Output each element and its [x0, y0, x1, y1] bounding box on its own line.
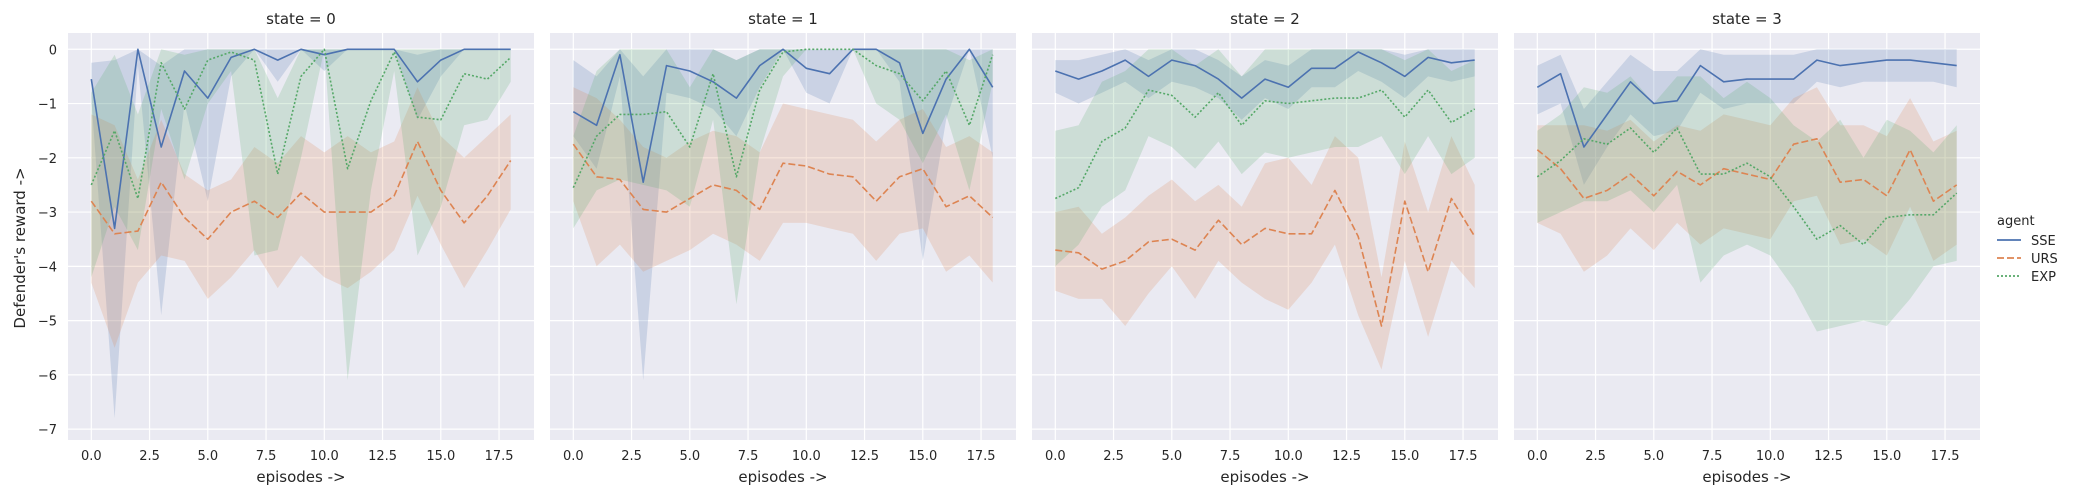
- panel-state-3: 0.0 2.5 5.0 7.5 10.0 12.5 15.0 17.5 state = 3 epi…: [1514, 10, 1980, 486]
- confidence-band-urs: [91, 87, 511, 348]
- panel-background: [68, 33, 534, 440]
- panel-title: state = 3: [1712, 10, 1782, 28]
- series-line-urs: [572, 143, 994, 219]
- panels: 0.0 2.5 5.0 7.5 10.0 12.5 15.0 17.5 0 −1 −2 −3 −4 −5 −…: [38, 10, 1980, 486]
- confidence-band-exp: [1055, 49, 1475, 267]
- series-line-exp: [572, 48, 994, 189]
- x-tick-label: 5.0: [197, 449, 218, 464]
- y-axis-label: Defender's reward ->: [11, 167, 29, 328]
- confidence-band-sse: [1055, 49, 1475, 120]
- panel-title: state = 1: [748, 10, 818, 28]
- x-tick-label: 17.5: [1449, 449, 1478, 464]
- x-tick-label: 12.5: [1332, 449, 1361, 464]
- x-tick-label: 5.0: [1161, 449, 1182, 464]
- x-tick-label: 2.5: [621, 449, 642, 464]
- x-tick-label: 0.0: [1045, 449, 1066, 464]
- x-tick-label: 7.5: [1220, 449, 1241, 464]
- x-tick-label: 7.5: [1702, 449, 1723, 464]
- x-tick-label: 5.0: [1643, 449, 1664, 464]
- y-tick-label: −4: [38, 260, 57, 275]
- x-tick-label: 7.5: [738, 449, 759, 464]
- x-tick-label: 0.0: [81, 449, 102, 464]
- x-tick-label: 17.5: [485, 449, 514, 464]
- x-tick-label: 10.0: [792, 449, 821, 464]
- x-axis-label: episodes ->: [1220, 468, 1309, 486]
- x-tick-label: 10.0: [1274, 449, 1303, 464]
- x-tick-label: 0.0: [1527, 449, 1548, 464]
- y-tick-label: −5: [38, 315, 57, 330]
- x-tick-label: 15.0: [1390, 449, 1419, 464]
- legend-title: agent: [1997, 214, 2035, 229]
- confidence-band-urs: [1537, 87, 1957, 272]
- y-tick-label: −6: [38, 369, 57, 384]
- panel-title: state = 2: [1230, 10, 1300, 28]
- y-tick-label: −3: [38, 206, 57, 221]
- series-line-sse: [1536, 59, 1957, 148]
- legend: agent SSE URS EXP: [1997, 214, 2058, 285]
- x-tick-label: 15.0: [908, 449, 937, 464]
- legend-label-exp: EXP: [2031, 270, 2056, 285]
- series-line-urs: [90, 140, 512, 240]
- y-tick-label: 0: [49, 43, 57, 58]
- x-tick-label: 17.5: [1931, 449, 1960, 464]
- x-tick-label: 5.0: [679, 449, 700, 464]
- panel-state-1: 0.0 2.5 5.0 7.5 10.0 12.5 15.0 17.5 state = 1 epi…: [550, 10, 1016, 486]
- x-tick-label: 12.5: [368, 449, 397, 464]
- y-tick-label: −2: [38, 152, 57, 167]
- confidence-band-sse: [1537, 49, 1957, 185]
- confidence-band-sse: [573, 49, 993, 381]
- panel-state-0: 0.0 2.5 5.0 7.5 10.0 12.5 15.0 17.5 0 −1 −2 −3 −4 −5 −…: [38, 10, 534, 486]
- series-line-exp: [1054, 89, 1476, 200]
- x-tick-label: 15.0: [426, 449, 455, 464]
- series-line-exp: [1536, 127, 1958, 246]
- series-line-sse: [1055, 51, 1475, 99]
- x-tick-label: 17.5: [967, 449, 996, 464]
- x-tick-label: 10.0: [310, 449, 339, 464]
- x-tick-label: 15.0: [1872, 449, 1901, 464]
- x-axis-label: episodes ->: [738, 468, 827, 486]
- x-tick-label: 0.0: [563, 449, 584, 464]
- x-tick-label: 7.5: [256, 449, 277, 464]
- series-line-exp: [90, 48, 512, 200]
- series-line-urs: [1055, 189, 1476, 327]
- confidence-band-urs: [573, 87, 993, 283]
- legend-label-sse: SSE: [2031, 234, 2056, 249]
- x-tick-label: 12.5: [1814, 449, 1843, 464]
- confidence-band-exp: [573, 49, 993, 305]
- series-line-urs: [1536, 138, 1958, 202]
- x-tick-label: 2.5: [139, 449, 160, 464]
- x-tick-label: 10.0: [1756, 449, 1785, 464]
- x-tick-label: 2.5: [1103, 449, 1124, 464]
- x-tick-label: 2.5: [1585, 449, 1606, 464]
- confidence-band-exp: [91, 49, 511, 381]
- legend-label-urs: URS: [2031, 252, 2058, 267]
- x-tick-label: 12.5: [850, 449, 879, 464]
- series-line-sse: [90, 48, 511, 230]
- panel-title: state = 0: [266, 10, 336, 28]
- series-line-sse: [572, 48, 994, 183]
- x-axis-label: episodes ->: [256, 468, 345, 486]
- confidence-band-urs: [1055, 136, 1475, 370]
- y-tick-label: −7: [38, 423, 57, 438]
- x-axis-label: episodes ->: [1702, 468, 1791, 486]
- y-tick-label: −1: [38, 98, 57, 113]
- confidence-band-sse: [91, 49, 511, 419]
- panel-state-2: 0.0 2.5 5.0 7.5 10.0 12.5 15.0 17.5 state = 2 epi…: [1032, 10, 1498, 486]
- panel-background: [1514, 33, 1980, 440]
